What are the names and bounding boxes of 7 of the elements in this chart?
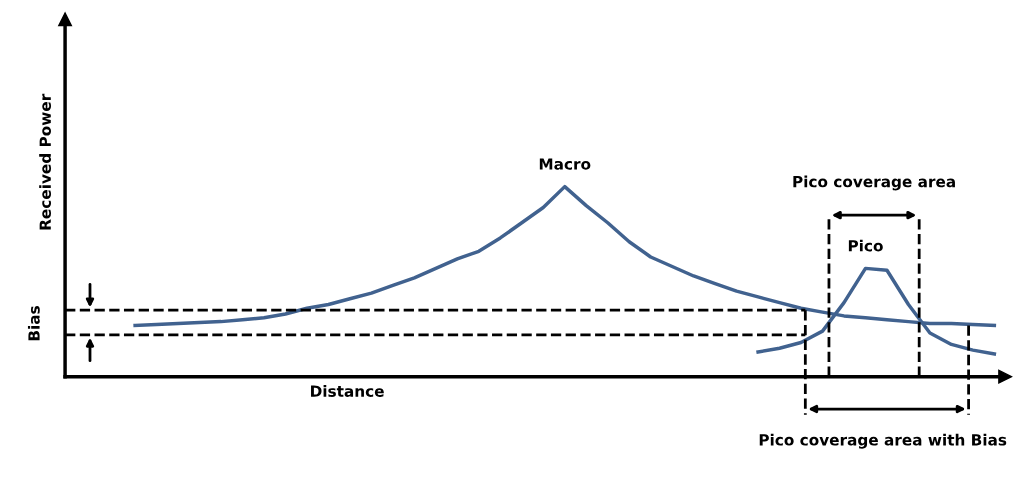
- y-axis-title: Received Power: [39, 93, 52, 230]
- annotation: Pico coverage area: [793, 175, 955, 191]
- series-label: Macro: [539, 158, 591, 170]
- x-axis-title: Distance: [311, 385, 384, 397]
- text: Pico coverage area with Bias: [759, 433, 1007, 449]
- series-label: Pico: [848, 239, 883, 252]
- text: Bias: [27, 306, 40, 341]
